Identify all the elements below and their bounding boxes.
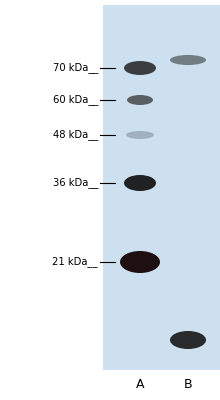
Text: 21 kDa__: 21 kDa__ [53, 256, 98, 268]
Text: 48 kDa__: 48 kDa__ [53, 130, 98, 140]
Ellipse shape [170, 55, 206, 65]
Text: B: B [184, 378, 192, 392]
Ellipse shape [124, 61, 156, 75]
Ellipse shape [124, 175, 156, 191]
Ellipse shape [127, 95, 153, 105]
Ellipse shape [120, 251, 160, 273]
Bar [103, 5, 220, 370]
Text: 60 kDa__: 60 kDa__ [53, 94, 98, 106]
Text: 70 kDa__: 70 kDa__ [53, 62, 98, 74]
Text: 36 kDa__: 36 kDa__ [53, 178, 98, 188]
Text: A: A [136, 378, 144, 392]
Ellipse shape [126, 131, 154, 139]
Ellipse shape [170, 331, 206, 349]
